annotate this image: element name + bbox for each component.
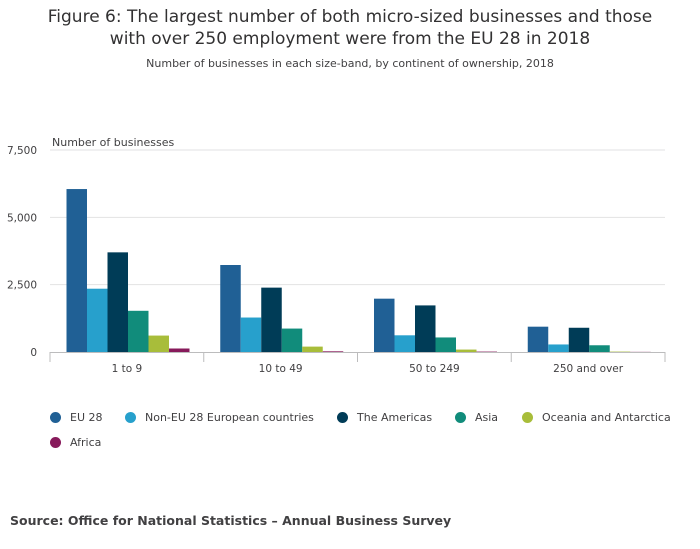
bar bbox=[527, 326, 549, 352]
y-tick-label: 5,000 bbox=[7, 212, 37, 224]
chart-title: Figure 6: The largest number of both mic… bbox=[0, 6, 700, 50]
x-tick-label: 1 to 9 bbox=[112, 363, 143, 375]
legend-swatch bbox=[125, 411, 136, 423]
legend-item: The Americas bbox=[337, 408, 432, 426]
bar bbox=[568, 327, 590, 352]
bar bbox=[261, 287, 282, 352]
legend-swatch bbox=[522, 411, 533, 423]
legend-swatch bbox=[455, 411, 466, 423]
chart-title-line-1: Figure 6: The largest number of both mic… bbox=[47, 7, 653, 27]
legend-item: EU 28 bbox=[50, 408, 103, 426]
bar bbox=[394, 335, 415, 352]
legend-label: Africa bbox=[70, 435, 102, 449]
bar bbox=[589, 345, 610, 352]
legend-swatch bbox=[50, 411, 61, 423]
bar bbox=[281, 328, 303, 352]
legend-item: Non-EU 28 European countries bbox=[125, 408, 314, 426]
legend-label: The Americas bbox=[357, 410, 433, 424]
legend-label: Oceania and Antarctica bbox=[542, 410, 671, 424]
bar bbox=[128, 310, 149, 352]
legend-item: Asia bbox=[455, 408, 498, 426]
x-tick-label: 250 and over bbox=[553, 363, 624, 375]
bar bbox=[240, 317, 262, 352]
bar bbox=[87, 288, 108, 352]
bar bbox=[322, 351, 344, 352]
bar bbox=[435, 337, 456, 352]
bar bbox=[456, 349, 477, 352]
bar bbox=[148, 335, 169, 352]
legend-item: Oceania and Antarctica bbox=[522, 408, 671, 426]
chart-subtitle: Number of businesses in each size-band, … bbox=[146, 57, 554, 70]
bar bbox=[107, 252, 128, 352]
legend-swatch bbox=[50, 436, 61, 448]
bar bbox=[220, 265, 241, 352]
legend-label: EU 28 bbox=[70, 410, 103, 424]
source-note: Source: Office for National Statistics –… bbox=[10, 513, 452, 528]
x-tick-label: 10 to 49 bbox=[259, 363, 303, 375]
y-axis-title: Number of businesses bbox=[52, 136, 174, 149]
bar bbox=[169, 348, 190, 352]
y-tick-label: 7,500 bbox=[7, 145, 37, 157]
bar bbox=[302, 346, 323, 352]
chart-title-line-2: with over 250 employment were from the E… bbox=[109, 29, 591, 49]
bar bbox=[415, 305, 436, 352]
bar bbox=[66, 189, 87, 352]
legend-label: Non-EU 28 European countries bbox=[145, 410, 314, 424]
bar-chart: 0 2,500 5,000 7,500 Number of businesses 1 to… bbox=[7, 136, 666, 375]
bar bbox=[374, 298, 395, 352]
legend-swatch bbox=[337, 411, 348, 423]
legend-item: Africa bbox=[50, 433, 101, 451]
legend-label: Asia bbox=[475, 410, 499, 424]
y-tick-label: 2,500 bbox=[7, 280, 37, 292]
bar bbox=[548, 344, 569, 352]
y-tick-label: 0 bbox=[30, 347, 37, 359]
x-tick-label: 50 to 249 bbox=[409, 363, 460, 375]
